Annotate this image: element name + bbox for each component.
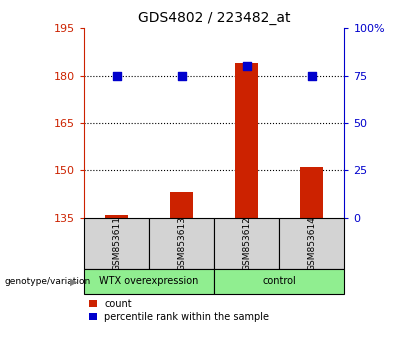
Bar (300, 167, 323, 218)
Bar (84, 218, 149, 269)
Point (113, 73, 120, 79)
Text: GSM853613: GSM853613 (177, 216, 186, 271)
Bar (235, 63, 258, 218)
Bar (84, 269, 214, 294)
Bar (170, 193, 193, 218)
Point (178, 73, 185, 79)
Text: GSM853614: GSM853614 (307, 216, 316, 271)
Text: control: control (262, 276, 296, 286)
Text: genotype/variation: genotype/variation (4, 277, 90, 286)
Title: GDS4802 / 223482_at: GDS4802 / 223482_at (138, 11, 291, 24)
Point (243, 63, 250, 69)
Legend: count, percentile rank within the sample: count, percentile rank within the sample (89, 299, 269, 321)
Text: GSM853611: GSM853611 (112, 216, 121, 271)
Text: ▶: ▶ (70, 276, 77, 286)
Bar (279, 218, 344, 269)
Bar (105, 215, 128, 218)
Bar (149, 218, 214, 269)
Text: WTX overexpression: WTX overexpression (100, 276, 199, 286)
Bar (214, 269, 344, 294)
Point (308, 73, 315, 79)
Bar (214, 218, 279, 269)
Text: GSM853612: GSM853612 (242, 216, 251, 271)
